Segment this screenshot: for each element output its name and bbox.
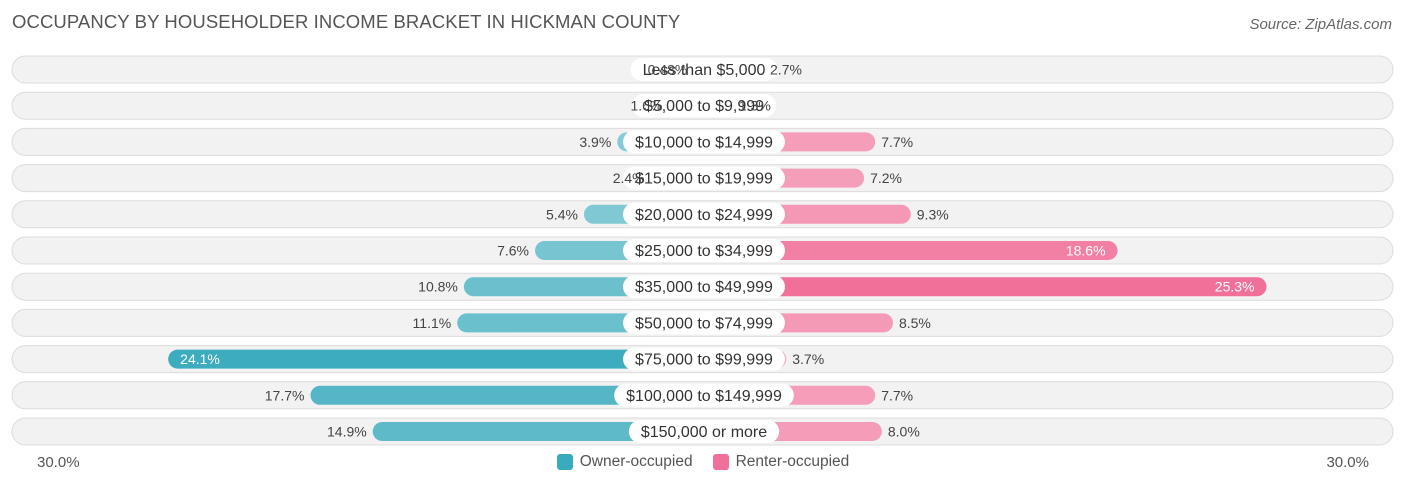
- renter-value-label: 7.7%: [881, 387, 913, 403]
- source-label: Source: ZipAtlas.com: [1249, 16, 1392, 33]
- renter-value-label: 18.6%: [1066, 243, 1106, 259]
- bar-row: $25,000 to $34,999 7.6% 18.6%: [11, 236, 1394, 265]
- owner-value-label: 2.4%: [613, 170, 645, 186]
- renter-value-label: 25.3%: [1215, 279, 1255, 295]
- category-label: $25,000 to $34,999: [635, 243, 773, 260]
- category-label: $20,000 to $24,999: [635, 207, 773, 224]
- category-label: $75,000 to $99,999: [635, 352, 773, 369]
- renter-value-label: 7.7%: [881, 134, 913, 150]
- axis-right-label: 30.0%: [1326, 454, 1369, 471]
- renter-value-label: 2.7%: [770, 62, 802, 78]
- category-label: $100,000 to $149,999: [626, 388, 782, 405]
- owner-value-label: 3.9%: [579, 134, 611, 150]
- renter-value-label: 1.3%: [739, 98, 771, 114]
- category-pill: [623, 202, 785, 226]
- category-label: $35,000 to $49,999: [635, 279, 773, 296]
- bar-row: $35,000 to $49,999 10.8% 25.3%: [11, 272, 1394, 301]
- renter-value-label: 9.3%: [917, 206, 949, 222]
- legend-label-owner: Owner-occupied: [579, 453, 693, 470]
- bar-row: $100,000 to $149,999 17.7% 7.7%: [11, 381, 1394, 410]
- renter-value-label: 8.5%: [899, 315, 931, 331]
- chart-title: OCCUPANCY BY HOUSEHOLDER INCOME BRACKET …: [12, 11, 681, 32]
- bar-row: $20,000 to $24,999 5.4% 9.3%: [11, 200, 1394, 229]
- axis-left-label: 30.0%: [37, 454, 80, 471]
- category-label: Less than $5,000: [643, 62, 766, 79]
- renter-value-label: 3.7%: [792, 351, 824, 367]
- renter-value-label: 8.0%: [888, 424, 920, 440]
- owner-bar: [372, 422, 704, 441]
- category-pill: [623, 347, 785, 371]
- owner-value-label: 17.7%: [265, 387, 305, 403]
- category-label: $10,000 to $14,999: [635, 134, 773, 151]
- bar-row: $50,000 to $74,999 11.1% 8.5%: [11, 308, 1394, 337]
- bar-row: $150,000 or more 14.9% 8.0%: [11, 417, 1394, 446]
- owner-value-label: 0.48%: [648, 62, 688, 78]
- category-pill: [631, 94, 777, 118]
- bar-row: $75,000 to $99,999 24.1% 3.7%: [11, 345, 1394, 374]
- owner-bar: [168, 349, 705, 369]
- owner-value-label: 24.1%: [180, 351, 220, 367]
- legend: Owner-occupied Renter-occupied: [0, 453, 1406, 471]
- owner-value-label: 10.8%: [418, 279, 458, 295]
- category-pill: [630, 58, 778, 81]
- renter-bar: [704, 241, 1118, 260]
- owner-value-label: 5.4%: [546, 206, 578, 222]
- category-label: $150,000 or more: [641, 424, 767, 441]
- owner-value-label: 1.6%: [631, 98, 663, 114]
- owner-value-label: 11.1%: [413, 315, 452, 331]
- category-pill: [614, 383, 794, 407]
- legend-item-renter: Renter-occupied: [712, 453, 850, 471]
- owner-value-label: 7.6%: [497, 243, 529, 259]
- owner-bar: [310, 385, 704, 405]
- category-pill: [628, 420, 780, 443]
- category-pill: [623, 311, 785, 335]
- bar-row: $10,000 to $14,999 3.9% 7.7%: [11, 127, 1394, 156]
- category-label: $5,000 to $9,999: [644, 98, 764, 115]
- category-label: $15,000 to $19,999: [635, 171, 773, 188]
- category-pill: [623, 275, 785, 299]
- renter-value-label: 7.2%: [870, 170, 902, 186]
- category-pill: [623, 239, 785, 262]
- legend-swatch-renter: [712, 454, 729, 470]
- legend-label-renter: Renter-occupied: [735, 453, 850, 470]
- category-pill: [623, 166, 785, 190]
- owner-value-label: 14.9%: [327, 424, 367, 440]
- category-label: $50,000 to $74,999: [635, 315, 773, 332]
- legend-swatch-owner: [556, 454, 573, 470]
- renter-bar: [704, 277, 1267, 297]
- category-pill: [623, 130, 785, 154]
- legend-item-owner: Owner-occupied: [556, 453, 693, 471]
